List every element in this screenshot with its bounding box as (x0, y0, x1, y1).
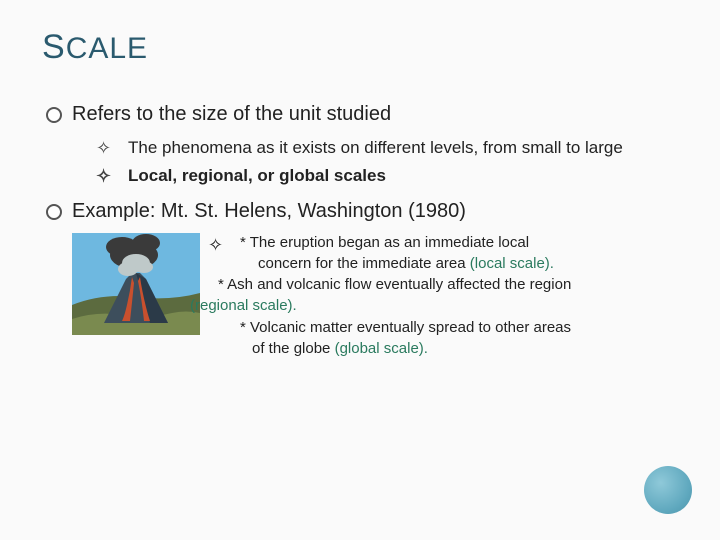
bullet-2: Example: Mt. St. Helens, Washington (198… (46, 198, 678, 361)
ex-line-3b: of the globe (252, 340, 335, 357)
ex-line-3b-wrap: of the globe (global scale). (210, 339, 678, 359)
scale-local-label: (local scale). (470, 255, 554, 272)
decorative-circle (644, 466, 692, 514)
sub-bullet-1a: The phenomena as it exists on different … (96, 136, 678, 160)
ex-line-1b-wrap: concern for the immediate area (local sc… (210, 254, 678, 274)
bullet-1: Refers to the size of the unit studied T… (46, 101, 678, 188)
ex-line-3a: * Volcanic matter eventually spread to o… (210, 318, 678, 338)
example-sub-marker: ✧ (208, 233, 223, 257)
example-text-block: ✧ * The eruption began as an immediate l… (210, 233, 678, 361)
volcano-image (72, 233, 200, 335)
scale-global-label: (global scale). (335, 340, 428, 357)
volcano-svg (72, 233, 200, 335)
ex-line-1b: concern for the immediate area (258, 255, 470, 272)
ex-line-1a: * The eruption began as an immediate loc… (210, 233, 678, 253)
title-rest: CALE (66, 32, 148, 65)
sub-bullet-1b: Local, regional, or global scales (96, 164, 678, 188)
bullet-2-text: Example: Mt. St. Helens, Washington (198… (72, 200, 466, 222)
ex-line-2b-wrap: (regional scale). (190, 296, 678, 316)
bullet-1-text: Refers to the size of the unit studied (72, 103, 391, 125)
sub-bullet-list-1: The phenomena as it exists on different … (72, 136, 678, 188)
page-title: SCALE (42, 28, 678, 67)
ex-line-2a: * Ash and volcanic flow eventually affec… (210, 275, 678, 295)
slide-container: SCALE Refers to the size of the unit stu… (0, 0, 720, 540)
scale-regional-label: (regional scale). (190, 297, 297, 314)
main-bullet-list: Refers to the size of the unit studied T… (42, 101, 678, 360)
example-block: ✧ * The eruption began as an immediate l… (72, 233, 678, 361)
